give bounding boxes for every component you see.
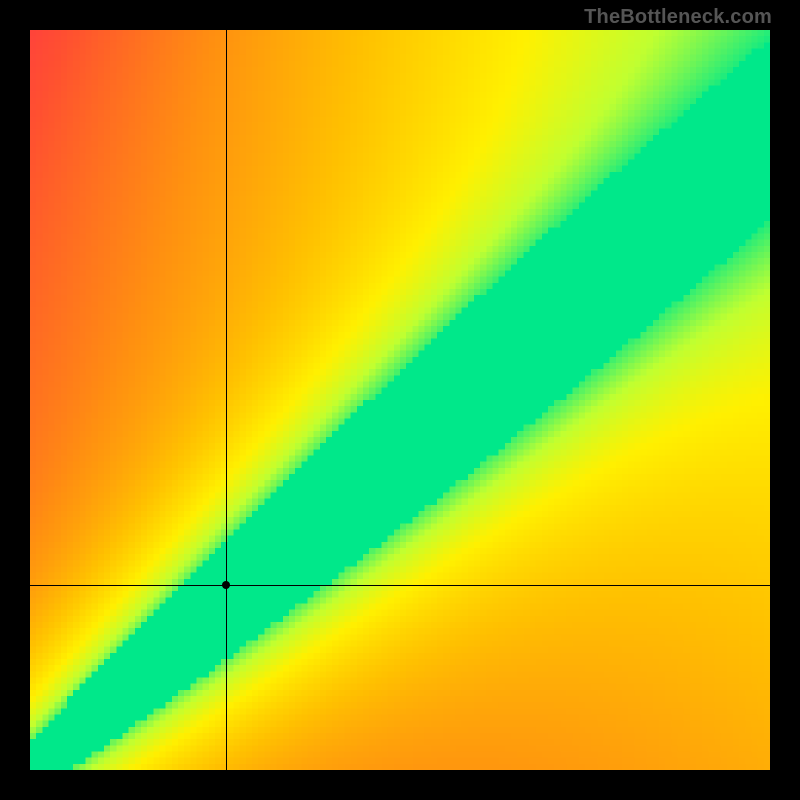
chart-container: TheBottleneck.com (0, 0, 800, 800)
watermark-text: TheBottleneck.com (584, 6, 772, 29)
heatmap-canvas (30, 30, 770, 770)
